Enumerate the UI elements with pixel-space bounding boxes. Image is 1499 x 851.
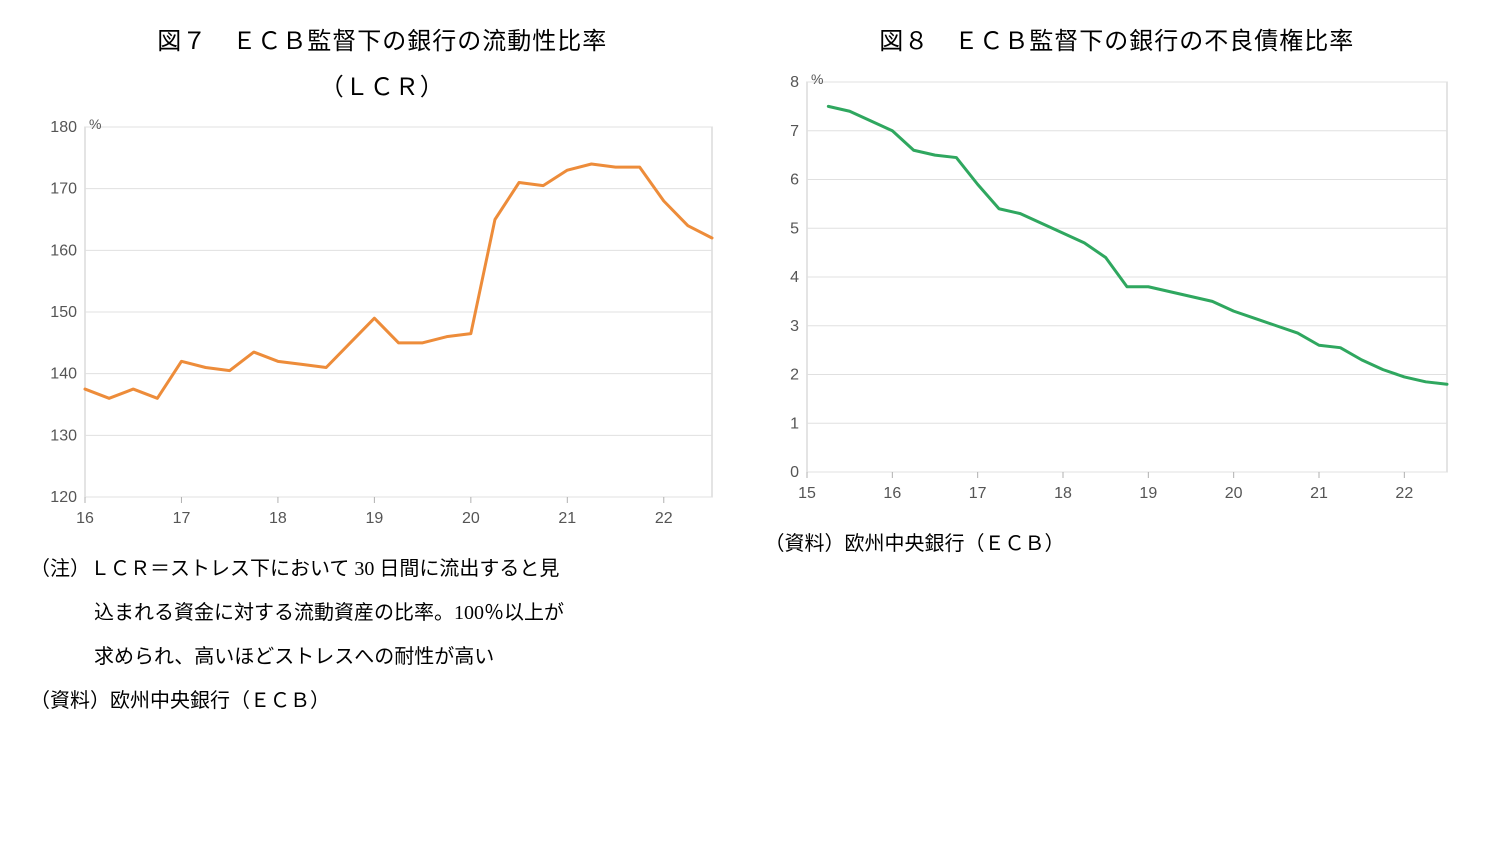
right-notes: （資料）欧州中央銀行（ＥＣＢ） bbox=[765, 522, 1470, 566]
svg-text:20: 20 bbox=[1224, 485, 1242, 502]
svg-text:16: 16 bbox=[76, 510, 94, 527]
svg-text:22: 22 bbox=[655, 510, 673, 527]
left-note-3: 求められ、高いほどストレスへの耐性が高い bbox=[30, 635, 735, 679]
left-note-1: （注）ＬＣＲ＝ストレス下において 30 日間に流出すると見 bbox=[30, 547, 735, 591]
svg-text:8: 8 bbox=[790, 74, 799, 91]
svg-text:22: 22 bbox=[1395, 485, 1413, 502]
svg-text:18: 18 bbox=[269, 510, 287, 527]
svg-text:3: 3 bbox=[790, 317, 799, 334]
right-source: （資料）欧州中央銀行（ＥＣＢ） bbox=[765, 522, 1470, 566]
svg-text:20: 20 bbox=[462, 510, 480, 527]
svg-text:21: 21 bbox=[558, 510, 576, 527]
left-title: 図７ ＥＣＢ監督下の銀行の流動性比率 （ＬＣＲ） bbox=[30, 20, 735, 111]
svg-text:19: 19 bbox=[1139, 485, 1157, 502]
svg-text:1: 1 bbox=[790, 415, 799, 432]
left-panel: 図７ ＥＣＢ監督下の銀行の流動性比率 （ＬＣＲ） 120 130 140 150 160… bbox=[30, 20, 735, 723]
svg-text:2: 2 bbox=[790, 366, 799, 383]
svg-text:0: 0 bbox=[790, 464, 799, 481]
svg-text:%: % bbox=[89, 117, 101, 132]
charts-row: 図７ ＥＣＢ監督下の銀行の流動性比率 （ＬＣＲ） 120130140150160… bbox=[30, 20, 1469, 723]
left-notes: （注）ＬＣＲ＝ストレス下において 30 日間に流出すると見 込まれる資金に対する… bbox=[30, 547, 735, 723]
left-chart: 120 130 140 150 160 170 180 16 17 18 19 20 21 22% bbox=[30, 117, 735, 537]
svg-text:18: 18 bbox=[1054, 485, 1072, 502]
right-title: 図８ ＥＣＢ監督下の銀行の不良債権比率 bbox=[765, 20, 1470, 66]
right-panel: 図８ ＥＣＢ監督下の銀行の不良債権比率 0 1 2 3 4 5 6 7 8 15 16 17 18 19 2… bbox=[765, 20, 1470, 566]
right-title-line1: 図８ ＥＣＢ監督下の銀行の不良債権比率 bbox=[879, 29, 1354, 55]
left-source: （資料）欧州中央銀行（ＥＣＢ） bbox=[30, 679, 735, 723]
svg-text:150: 150 bbox=[50, 304, 77, 321]
svg-text:%: % bbox=[811, 72, 823, 87]
svg-text:130: 130 bbox=[50, 428, 77, 445]
svg-text:4: 4 bbox=[790, 269, 799, 286]
svg-text:19: 19 bbox=[365, 510, 383, 527]
svg-text:180: 180 bbox=[50, 119, 77, 136]
svg-text:17: 17 bbox=[968, 485, 986, 502]
svg-text:5: 5 bbox=[790, 220, 799, 237]
right-chart: 0 1 2 3 4 5 6 7 8 15 16 17 18 19 20 21 22% bbox=[765, 72, 1470, 512]
svg-text:170: 170 bbox=[50, 181, 77, 198]
svg-text:140: 140 bbox=[50, 366, 77, 383]
svg-text:16: 16 bbox=[883, 485, 901, 502]
svg-text:15: 15 bbox=[798, 485, 816, 502]
svg-text:7: 7 bbox=[790, 122, 799, 139]
left-title-line1: 図７ ＥＣＢ監督下の銀行の流動性比率 bbox=[157, 29, 607, 55]
left-note-2: 込まれる資金に対する流動資産の比率。100％以上が bbox=[30, 591, 735, 635]
svg-text:6: 6 bbox=[790, 171, 799, 188]
svg-text:160: 160 bbox=[50, 243, 77, 260]
svg-text:17: 17 bbox=[173, 510, 191, 527]
left-title-line2: （ＬＣＲ） bbox=[320, 75, 445, 101]
svg-text:21: 21 bbox=[1310, 485, 1328, 502]
svg-text:120: 120 bbox=[50, 489, 77, 506]
